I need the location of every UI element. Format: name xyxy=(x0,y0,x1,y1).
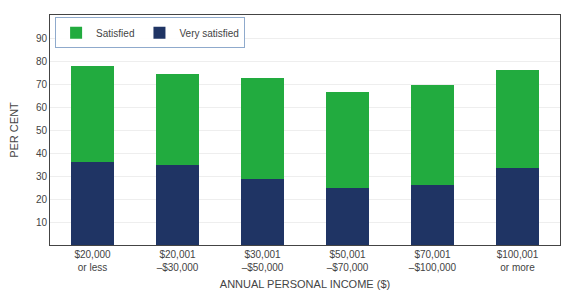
svg-text:50: 50 xyxy=(36,125,48,136)
svg-text:PER CENT: PER CENT xyxy=(8,102,20,158)
svg-text:$100,001or more: $100,001or more xyxy=(497,249,539,273)
svg-text:Satisfied: Satisfied xyxy=(96,28,134,39)
svg-text:Very satisfied: Very satisfied xyxy=(179,28,238,39)
svg-text:30: 30 xyxy=(36,171,48,182)
svg-text:$20,000or less: $20,000or less xyxy=(74,249,111,273)
svg-text:60: 60 xyxy=(36,102,48,113)
svg-text:ANNUAL PERSONAL INCOME ($): ANNUAL PERSONAL INCOME ($) xyxy=(220,278,390,290)
svg-text:10: 10 xyxy=(36,217,48,228)
svg-text:40: 40 xyxy=(36,148,48,159)
svg-text:$30,001–$50,000: $30,001–$50,000 xyxy=(242,249,284,273)
svg-text:70: 70 xyxy=(36,79,48,90)
svg-text:$50,001–$70,000: $50,001–$70,000 xyxy=(327,249,369,273)
svg-text:20: 20 xyxy=(36,194,48,205)
svg-text:$20,001–$30,000: $20,001–$30,000 xyxy=(157,249,199,273)
svg-text:80: 80 xyxy=(36,56,48,67)
svg-text:90: 90 xyxy=(36,33,48,44)
svg-text:$70,001–$100,000: $70,001–$100,000 xyxy=(409,249,457,273)
